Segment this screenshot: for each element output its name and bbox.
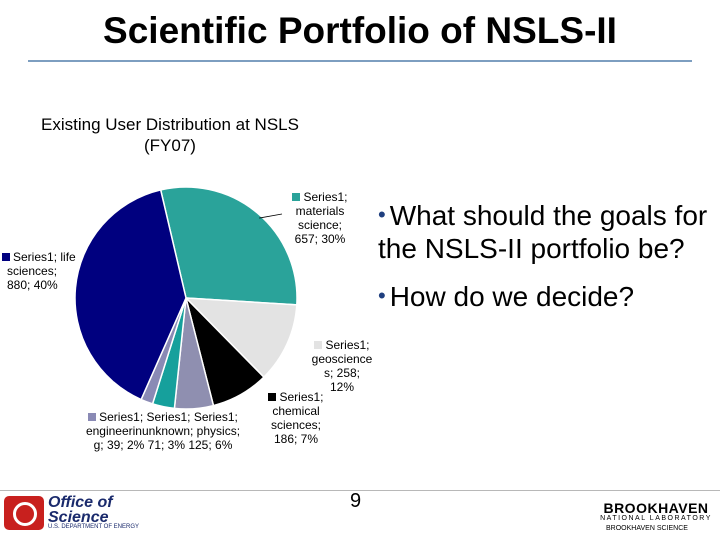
logo-caption: U.S. DEPARTMENT OF ENERGY bbox=[48, 524, 140, 530]
logo-text-brookhaven: BROOKHAVEN bbox=[603, 500, 709, 516]
legend-swatch-engineering bbox=[88, 413, 97, 421]
footer-divider bbox=[0, 490, 720, 491]
bullet-item: • What should the goals for the NSLS-II p… bbox=[378, 200, 708, 264]
legend-swatch-life bbox=[2, 253, 10, 261]
pie-slice-materials-science bbox=[159, 186, 298, 306]
title-divider bbox=[28, 60, 692, 62]
page-number: 9 bbox=[350, 490, 362, 512]
label-geosciences: Series1; geoscience s; 258; 12% bbox=[311, 338, 373, 394]
legend-swatch-chem bbox=[268, 393, 277, 401]
pie-slice-geosciences bbox=[184, 297, 298, 379]
office-of-science-logo: Office of Science U.S. DEPARTMENT OF ENE… bbox=[4, 494, 139, 536]
slide-title: Scientific Portfolio of NSLS-II bbox=[103, 10, 617, 51]
brookhaven-logo: BROOKHAVEN NATIONAL LABORATORY BROOKHAVE… bbox=[596, 500, 716, 538]
label-life-sciences: Series1; life sciences; 880; 40% bbox=[2, 250, 88, 292]
bullet-icon: • bbox=[378, 202, 386, 227]
legend-swatch-geo bbox=[314, 341, 323, 349]
bullet-item: • How do we decide? bbox=[378, 281, 635, 312]
legend-swatch-materials bbox=[292, 193, 301, 201]
pie-slice-life-sciences bbox=[74, 189, 187, 401]
label-materials-science: Series1; materials science; 657; 30% bbox=[282, 190, 358, 246]
logo-text-science: Science bbox=[48, 509, 109, 526]
bullet-list: • What should the goals for the NSLS-II p… bbox=[378, 198, 708, 327]
doe-emblem-icon bbox=[4, 496, 44, 530]
logo-text-caption: BROOKHAVEN SCIENCE bbox=[606, 525, 688, 532]
leader-line bbox=[259, 213, 283, 219]
label-small-slices: Series1; Series1; Series1; engineerinunk… bbox=[85, 410, 241, 452]
logo-text-national-lab: NATIONAL LABORATORY bbox=[600, 515, 712, 522]
label-chemical-sciences: Series1; chemical sciences; 186; 7% bbox=[254, 390, 338, 446]
chart-title: Existing User Distribution at NSLS (FY07… bbox=[41, 115, 299, 155]
bullet-icon: • bbox=[378, 283, 386, 308]
logo-text-office: Office of bbox=[48, 494, 113, 511]
